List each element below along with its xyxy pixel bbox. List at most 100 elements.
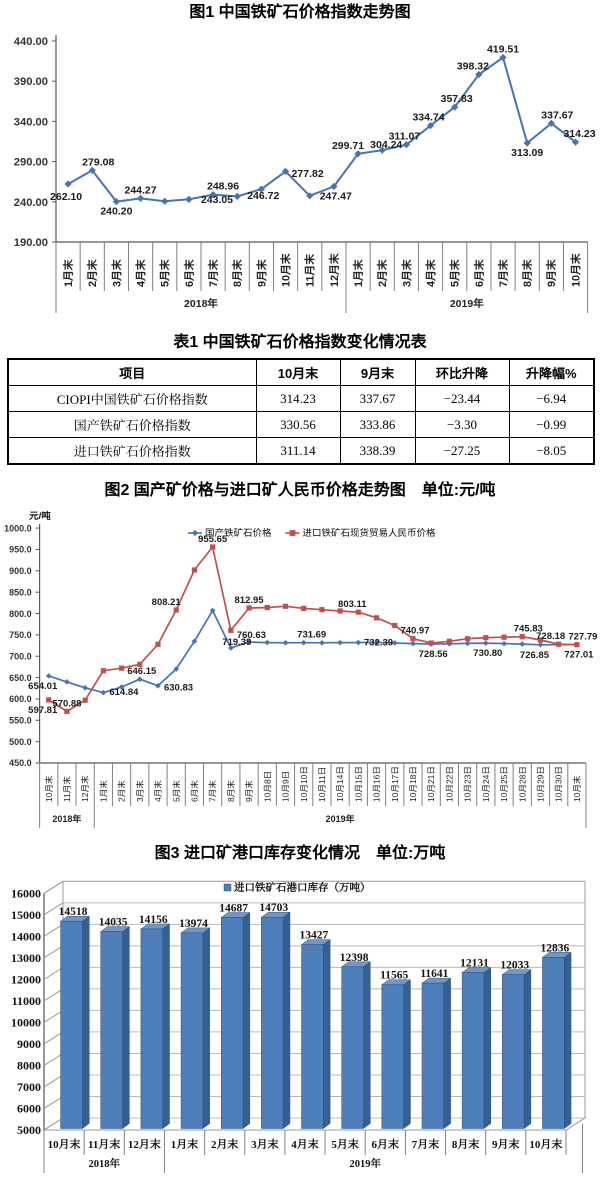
data-label: 248.96 — [207, 181, 239, 193]
data-label: 808.21 — [152, 597, 182, 608]
y-tick-label: 800.0 — [9, 609, 32, 619]
figure3-title: 图3 进口矿港口库存变化情况 单位:万吨 — [154, 845, 446, 862]
table-header-cell: 9月末 — [339, 358, 416, 386]
group-label: 2018年 — [52, 814, 81, 824]
point-marker — [136, 194, 145, 202]
table-row: 进口铁矿石价格指数 311.14 338.39 −27.25 −8.05 — [7, 437, 595, 465]
data-label: 760.63 — [237, 630, 266, 641]
point-marker — [354, 150, 362, 158]
y-tick-label: 600.0 — [9, 694, 32, 704]
y-tick-label: 8000 — [17, 1058, 41, 1072]
point-marker — [465, 636, 471, 642]
category-label: 8月末 — [521, 259, 534, 287]
figure2-title: 图2 国产矿价格与进口矿人民币价格走势图 单位:元/吨 — [104, 482, 496, 499]
y-tick-label: 290.00 — [14, 157, 48, 169]
point-marker — [210, 544, 216, 550]
group-label: 2019年 — [450, 297, 484, 310]
point-marker — [246, 605, 252, 611]
data-label: 728.56 — [419, 649, 448, 660]
point-marker — [410, 640, 416, 647]
bar-value-label: 11565 — [380, 970, 408, 982]
category-label: 10月末 — [572, 775, 582, 802]
point-marker — [118, 665, 125, 671]
point-marker — [337, 639, 343, 646]
data-label: 240.20 — [100, 206, 132, 218]
data-label: 812.95 — [235, 595, 265, 606]
group-label: 2019年 — [326, 814, 355, 824]
bar-side-face — [403, 979, 411, 1129]
bar-side-face — [483, 967, 491, 1129]
table-cell: CIOPI中国铁矿石价格指数 — [7, 385, 257, 412]
point-marker — [519, 634, 525, 640]
point-marker — [446, 638, 452, 644]
y-tick-label: 12000 — [11, 972, 41, 986]
point-marker — [82, 697, 88, 703]
category-label: 2月末 — [211, 1138, 239, 1151]
group-label: 2018年 — [184, 297, 218, 310]
y-tick-label: 190.00 — [14, 237, 48, 249]
data-label: 726.85 — [520, 650, 550, 661]
bar-value-label: 14518 — [59, 906, 88, 918]
y-tick-depth — [43, 1053, 64, 1066]
category-label: 8月末 — [231, 259, 244, 287]
bar-value-label: 12131 — [460, 958, 489, 970]
point-marker — [100, 668, 106, 674]
bar-side-face — [363, 961, 371, 1129]
point-marker — [547, 119, 555, 127]
point-marker — [45, 673, 52, 679]
bar-side-face — [202, 927, 210, 1129]
category-label: 4月末 — [291, 1138, 319, 1151]
point-marker — [426, 122, 435, 130]
category-label: 1月末 — [98, 780, 108, 802]
category-label: 6月末 — [372, 1138, 400, 1151]
point-marker — [392, 622, 398, 629]
bar-front-face — [301, 944, 324, 1129]
category-label: 7月末 — [207, 259, 220, 287]
data-label: 646.15 — [127, 666, 157, 677]
figure1-title: 图1 中国铁矿石价格指数走势图 — [189, 4, 411, 21]
category-label: 2月末 — [117, 780, 127, 802]
category-label: 1月末 — [352, 259, 365, 287]
category-label: 4月末 — [424, 259, 437, 287]
category-label: 3月末 — [135, 780, 145, 802]
point-marker — [155, 641, 161, 647]
data-label: 730.80 — [473, 648, 502, 659]
data-label: 277.82 — [292, 168, 324, 180]
group-label: 2018年 — [88, 1157, 120, 1170]
category-label: 5月末 — [449, 259, 462, 287]
point-marker — [136, 676, 143, 683]
category-label: 9月末 — [244, 780, 254, 802]
table-header-cell: 升降幅% — [508, 358, 595, 386]
point-marker — [301, 605, 307, 611]
legend-swatch — [223, 883, 232, 892]
point-marker — [501, 640, 507, 647]
bar-front-face — [542, 957, 565, 1129]
data-label: 311.07 — [389, 131, 421, 143]
data-label: 727.01 — [564, 650, 594, 661]
point-marker — [173, 666, 179, 672]
data-label: 955.65 — [198, 534, 228, 545]
data-label: 337.67 — [541, 109, 573, 121]
table-cell: −6.94 — [508, 385, 595, 412]
y-tick-label: 16000 — [11, 886, 41, 900]
y-tick-label: 15000 — [11, 908, 41, 922]
category-label: 10月16日 — [372, 766, 382, 802]
point-marker — [537, 641, 544, 648]
category-label: 10月18日 — [408, 766, 418, 802]
category-label: 3月末 — [110, 259, 123, 287]
data-label: 419.51 — [487, 43, 519, 55]
bar-value-label: 12398 — [340, 952, 369, 964]
point-marker — [537, 637, 544, 643]
data-label: 727.79 — [568, 631, 597, 642]
y-tick-label: 900.0 — [9, 566, 32, 576]
y-tick-depth — [43, 966, 64, 980]
bar-side-face — [242, 912, 251, 1129]
category-label: 7月末 — [497, 259, 510, 287]
y-tick-label: 340.00 — [14, 116, 48, 128]
data-label: 731.69 — [297, 630, 326, 641]
category-label: 1月末 — [62, 259, 75, 287]
category-label: 8月末 — [452, 1138, 480, 1151]
data-label: 728.18 — [536, 631, 565, 642]
category-label: 3月末 — [400, 259, 413, 287]
